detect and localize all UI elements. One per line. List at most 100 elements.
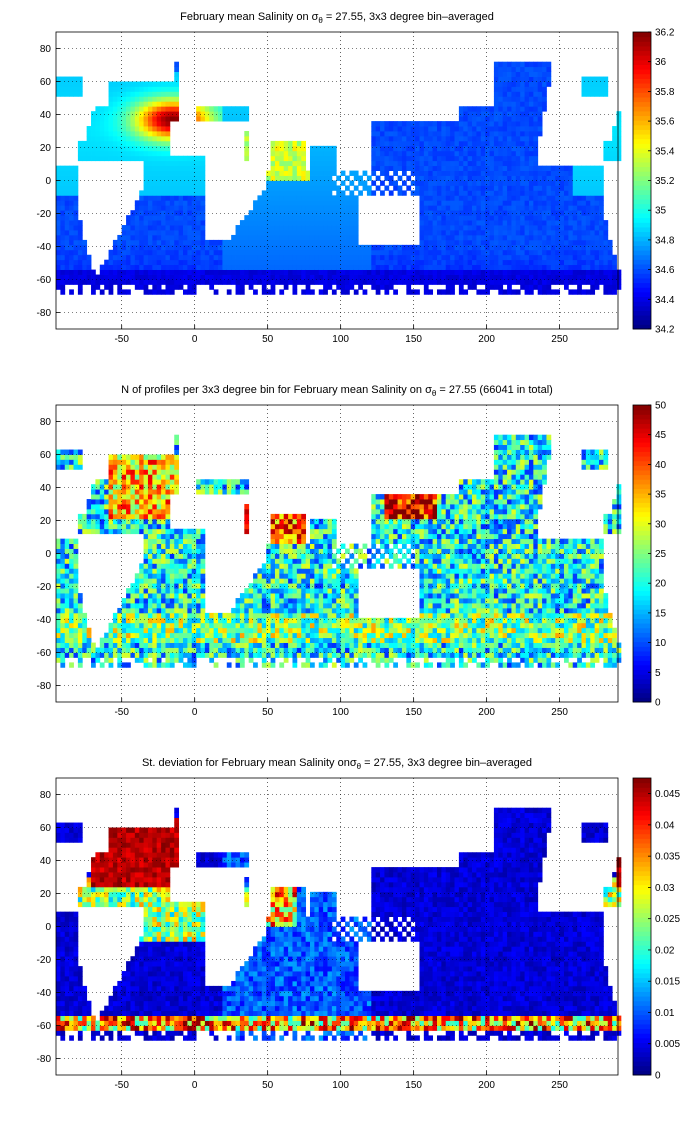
data-cell [218, 632, 223, 639]
data-cell [147, 652, 153, 658]
data-cell [126, 479, 131, 485]
data-cell [77, 464, 83, 470]
data-cell [305, 289, 311, 295]
data-cell [156, 607, 162, 614]
data-cell [607, 284, 613, 290]
data-cell [406, 140, 412, 147]
data-cell [226, 289, 232, 295]
data-cell [423, 135, 429, 142]
data-cell [463, 254, 469, 261]
data-cell [454, 126, 460, 132]
data-cell [458, 111, 464, 117]
data-cell [472, 150, 477, 157]
data-cell [498, 86, 504, 92]
data-cell [502, 61, 508, 68]
data-cell [191, 289, 197, 295]
data-cell [616, 284, 622, 290]
data-cell [143, 185, 149, 191]
data-cell [60, 657, 66, 663]
data-cell [489, 234, 495, 241]
data-cell [542, 170, 547, 176]
data-cell [152, 563, 158, 569]
data-cell [112, 150, 118, 157]
data-cell [117, 126, 123, 132]
data-cell [436, 145, 442, 152]
data-cell [480, 175, 486, 181]
data-cell [489, 195, 495, 201]
data-cell [266, 264, 271, 270]
data-cell [550, 269, 556, 275]
data-cell [515, 96, 521, 102]
data-cell [104, 279, 109, 285]
data-cell [187, 284, 193, 290]
data-cell [152, 603, 158, 609]
data-cell [568, 289, 574, 295]
data-cell [239, 642, 245, 648]
data-cell [261, 632, 267, 639]
data-cell [126, 126, 131, 132]
data-cell [77, 454, 83, 460]
data-cell [60, 190, 66, 196]
data-cell [130, 622, 136, 629]
data-cell [533, 180, 539, 186]
data-cell [147, 494, 153, 500]
data-cell [152, 259, 158, 266]
data-cell [248, 234, 254, 241]
data-cell [270, 170, 276, 176]
data-cell [384, 170, 390, 176]
data-cell [458, 249, 464, 256]
data-cell [458, 215, 464, 221]
data-cell [200, 269, 206, 275]
data-cell [183, 239, 188, 246]
data-cell [91, 131, 96, 137]
data-cell [428, 131, 434, 137]
data-cell [64, 190, 70, 196]
data-cell [178, 647, 184, 653]
data-cell [134, 494, 140, 500]
data-cell [139, 593, 144, 599]
data-cell [169, 459, 175, 465]
data-cell [161, 469, 166, 475]
data-cell [130, 484, 136, 490]
data-cell [73, 180, 79, 186]
data-cell [485, 170, 490, 176]
data-cell [152, 469, 158, 475]
data-cell [270, 165, 276, 171]
data-cell [336, 195, 342, 201]
data-cell [226, 106, 232, 112]
data-cell [472, 135, 477, 142]
data-cell [134, 234, 140, 241]
data-cell [244, 116, 250, 122]
data-cell [528, 81, 534, 87]
data-cell [191, 647, 197, 653]
data-cell [406, 160, 412, 167]
data-cell [204, 116, 210, 122]
data-cell [165, 274, 171, 280]
data-cell [183, 612, 188, 619]
data-cell [139, 568, 144, 574]
data-cell [599, 76, 604, 82]
data-cell [56, 548, 61, 554]
data-cell [134, 622, 140, 629]
data-cell [60, 593, 66, 599]
data-cell [380, 244, 385, 251]
data-cell [590, 244, 596, 251]
data-cell [178, 553, 184, 559]
data-cell [520, 225, 525, 231]
data-cell [169, 593, 175, 599]
data-cell [60, 279, 66, 285]
data-cell [279, 254, 285, 261]
data-cell [559, 279, 565, 285]
data-cell [537, 225, 543, 231]
data-cell [108, 494, 114, 500]
data-cell [309, 150, 315, 157]
data-cell [147, 642, 153, 648]
data-cell [599, 264, 604, 270]
data-cell [305, 195, 311, 201]
data-cell [239, 244, 245, 251]
data-cell [218, 239, 223, 246]
data-cell [283, 185, 289, 191]
data-cell [143, 657, 149, 663]
data-cell [196, 627, 201, 634]
data-cell [524, 185, 530, 191]
